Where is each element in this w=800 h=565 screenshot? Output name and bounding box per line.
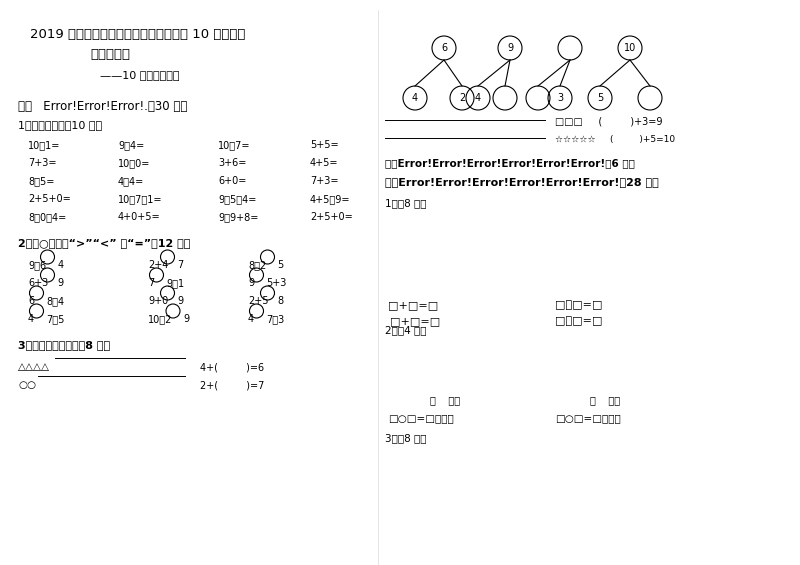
Text: 3+6=: 3+6= <box>218 158 246 168</box>
Text: 8－2: 8－2 <box>248 260 266 270</box>
Text: 4: 4 <box>475 93 481 103</box>
Text: 6: 6 <box>441 43 447 53</box>
Text: 10－7－1=: 10－7－1= <box>118 194 162 204</box>
Text: 8: 8 <box>278 296 284 306</box>
Text: 7+3=: 7+3= <box>310 176 338 186</box>
Text: □－□=□: □－□=□ <box>555 316 602 326</box>
Text: ——10 以内的加减法: ——10 以内的加减法 <box>100 70 179 80</box>
Text: □+□=□: □+□=□ <box>388 300 438 310</box>
Text: 1、（8 分）: 1、（8 分） <box>385 198 426 208</box>
Text: 2+5+0=: 2+5+0= <box>28 194 70 204</box>
Text: 10－7=: 10－7= <box>218 140 250 150</box>
Text: 4+5－9=: 4+5－9= <box>310 194 350 204</box>
Text: 4－4=: 4－4= <box>118 176 144 186</box>
Text: 10－1=: 10－1= <box>28 140 60 150</box>
Text: 8－5=: 8－5= <box>28 176 54 186</box>
Text: ☆☆☆☆☆     (         )+5=10: ☆☆☆☆☆ ( )+5=10 <box>555 135 675 144</box>
Text: 减法检测题: 减法检测题 <box>90 48 130 61</box>
Text: 2+(         )=7: 2+( )=7 <box>200 380 264 390</box>
Text: 9: 9 <box>178 296 184 306</box>
Text: 2+4: 2+4 <box>148 260 168 270</box>
Text: 1、计算我最棒（10 分）: 1、计算我最棒（10 分） <box>18 120 102 130</box>
Text: 7－5: 7－5 <box>46 314 65 324</box>
Text: 9－9+8=: 9－9+8= <box>218 212 258 222</box>
Text: 5: 5 <box>278 260 284 270</box>
Text: □○□=□（朵）: □○□=□（朵） <box>388 413 454 423</box>
Text: 3: 3 <box>557 93 563 103</box>
Text: 2、在○里填上“>”“<” 或“=”（12 分）: 2、在○里填上“>”“<” 或“=”（12 分） <box>18 238 190 248</box>
Text: □○□=□（个）: □○□=□（个） <box>555 413 621 423</box>
Text: 4+0+5=: 4+0+5= <box>118 212 161 222</box>
Text: 4+(         )=6: 4+( )=6 <box>200 362 264 372</box>
Text: 2+5+0=: 2+5+0= <box>310 212 353 222</box>
Text: 2: 2 <box>459 93 465 103</box>
Text: 5+3: 5+3 <box>266 278 287 288</box>
Text: 7+3=: 7+3= <box>28 158 57 168</box>
Text: 6+3: 6+3 <box>28 278 48 288</box>
Text: 5: 5 <box>597 93 603 103</box>
Text: □－□=□: □－□=□ <box>555 300 602 310</box>
Text: 4: 4 <box>412 93 418 103</box>
Text: 3、（8 分）: 3、（8 分） <box>385 433 426 443</box>
Text: （    ）朵: （ ）朵 <box>430 395 460 405</box>
Text: 4: 4 <box>248 314 254 324</box>
Text: 6+0=: 6+0= <box>218 176 246 186</box>
Text: 9: 9 <box>183 314 189 324</box>
Text: 9: 9 <box>248 278 254 288</box>
Text: 10－2: 10－2 <box>148 314 172 324</box>
Text: 2+5: 2+5 <box>248 296 269 306</box>
Text: 9－5－4=: 9－5－4= <box>218 194 256 204</box>
Text: 4+5=: 4+5= <box>310 158 338 168</box>
Text: 6: 6 <box>28 296 34 306</box>
Text: □+□=□: □+□=□ <box>390 316 440 326</box>
Text: 8－0－4=: 8－0－4= <box>28 212 66 222</box>
Text: 2019 年青岛版一年级数学上册第三单元 10 以内的加: 2019 年青岛版一年级数学上册第三单元 10 以内的加 <box>30 28 246 41</box>
Text: 8－4: 8－4 <box>46 296 65 306</box>
Text: 9: 9 <box>507 43 513 53</box>
Text: 9: 9 <box>58 278 64 288</box>
Text: 10－0=: 10－0= <box>118 158 150 168</box>
Text: 7: 7 <box>178 260 184 270</box>
Text: 4: 4 <box>28 314 34 324</box>
Text: 5+5=: 5+5= <box>310 140 338 150</box>
Text: 9－6: 9－6 <box>28 260 46 270</box>
Text: 二、Error!Error!Error!Error!Error!Error!（6 分）: 二、Error!Error!Error!Error!Error!Error!（6… <box>385 158 635 168</box>
Text: 7－3: 7－3 <box>266 314 285 324</box>
Text: 9－1: 9－1 <box>166 278 185 288</box>
Text: ○○: ○○ <box>18 380 36 390</box>
Text: 三、Error!Error!Error!Error!Error!Error!（28 分）: 三、Error!Error!Error!Error!Error!Error!（2… <box>385 177 658 187</box>
Text: 7: 7 <box>148 278 154 288</box>
Text: 4: 4 <box>58 260 64 270</box>
Text: △△△△: △△△△ <box>18 362 50 372</box>
Text: （    ）个: （ ）个 <box>590 395 620 405</box>
Text: 10: 10 <box>624 43 636 53</box>
Text: 2、（4 分）: 2、（4 分） <box>385 325 426 335</box>
Text: 9+0: 9+0 <box>148 296 168 306</box>
Text: 一、   Error!Error!Error!.（30 分）: 一、 Error!Error!Error!.（30 分） <box>18 100 187 113</box>
Text: 3、画一画，填一填（8 分）: 3、画一画，填一填（8 分） <box>18 340 110 350</box>
Text: 9－4=: 9－4= <box>118 140 144 150</box>
Text: □□□     (         )+3=9: □□□ ( )+3=9 <box>555 117 662 127</box>
